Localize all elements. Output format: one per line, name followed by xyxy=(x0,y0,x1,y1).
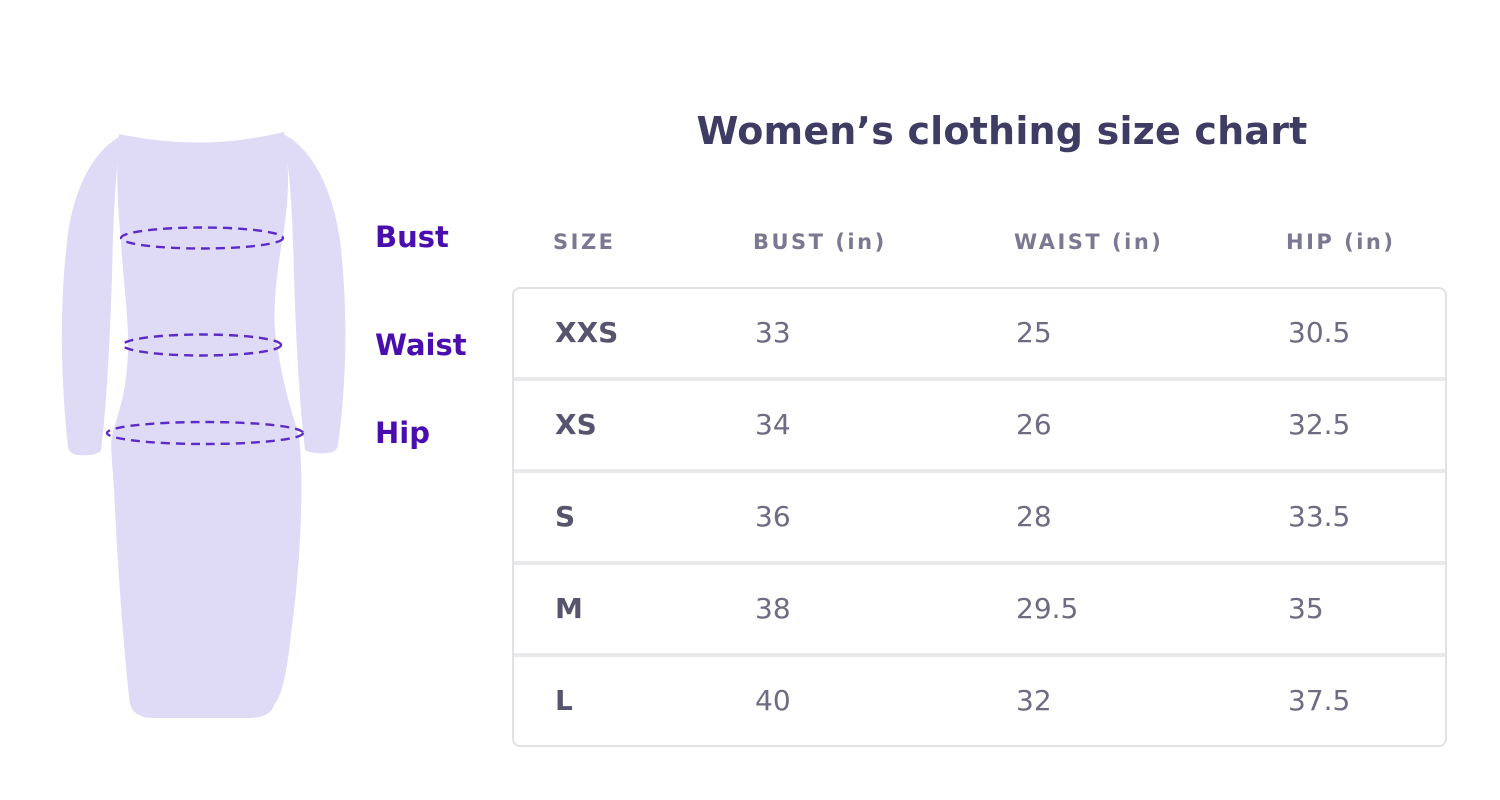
size-cell: XXS xyxy=(555,316,619,349)
size-cell: L xyxy=(555,684,573,717)
waist-label: Waist xyxy=(375,328,467,362)
page-title: Women’s clothing size chart xyxy=(696,109,1308,153)
hip-label: Hip xyxy=(375,416,430,450)
column-header-bust: BUST (in) xyxy=(753,230,887,254)
hip-cell: 37.5 xyxy=(1288,684,1351,717)
size-cell: M xyxy=(555,592,583,625)
waist-cell: 25 xyxy=(1016,316,1052,349)
dress-left-sleeve xyxy=(61,136,121,456)
column-header-size: SIZE xyxy=(553,230,616,254)
hip-measure-line xyxy=(105,420,305,446)
bust-cell: 40 xyxy=(755,684,791,717)
waist-measure-line xyxy=(121,333,283,357)
column-header-hip: HIP (in) xyxy=(1286,230,1396,254)
size-cell: XS xyxy=(555,408,597,441)
hip-cell: 30.5 xyxy=(1288,316,1351,349)
bust-cell: 36 xyxy=(755,500,791,533)
waist-cell: 28 xyxy=(1016,500,1052,533)
table-row-s: S 36 28 33.5 xyxy=(514,469,1445,561)
waist-cell: 26 xyxy=(1016,408,1052,441)
column-header-waist: WAIST (in) xyxy=(1014,230,1164,254)
bust-cell: 34 xyxy=(755,408,791,441)
table-row-xxs: XXS 33 25 30.5 xyxy=(514,289,1445,377)
hip-cell: 35 xyxy=(1288,592,1324,625)
waist-cell: 29.5 xyxy=(1016,592,1079,625)
hip-cell: 32.5 xyxy=(1288,408,1351,441)
waist-cell: 32 xyxy=(1016,684,1052,717)
table-row-l: L 40 32 37.5 xyxy=(514,653,1445,745)
size-cell: S xyxy=(555,500,576,533)
bust-measure-line xyxy=(119,226,285,250)
dress-diagram xyxy=(61,132,346,718)
bust-cell: 38 xyxy=(755,592,791,625)
table-row-xs: XS 34 26 32.5 xyxy=(514,377,1445,469)
size-table-header: SIZE BUST (in) WAIST (in) HIP (in) xyxy=(512,227,1447,257)
dress-right-sleeve xyxy=(283,134,346,454)
hip-cell: 33.5 xyxy=(1288,500,1351,533)
dress-body xyxy=(111,132,302,718)
bust-label: Bust xyxy=(375,220,449,254)
size-table: XXS 33 25 30.5 XS 34 26 32.5 S 36 28 33.… xyxy=(512,287,1447,747)
bust-cell: 33 xyxy=(755,316,791,349)
table-row-m: M 38 29.5 35 xyxy=(514,561,1445,653)
